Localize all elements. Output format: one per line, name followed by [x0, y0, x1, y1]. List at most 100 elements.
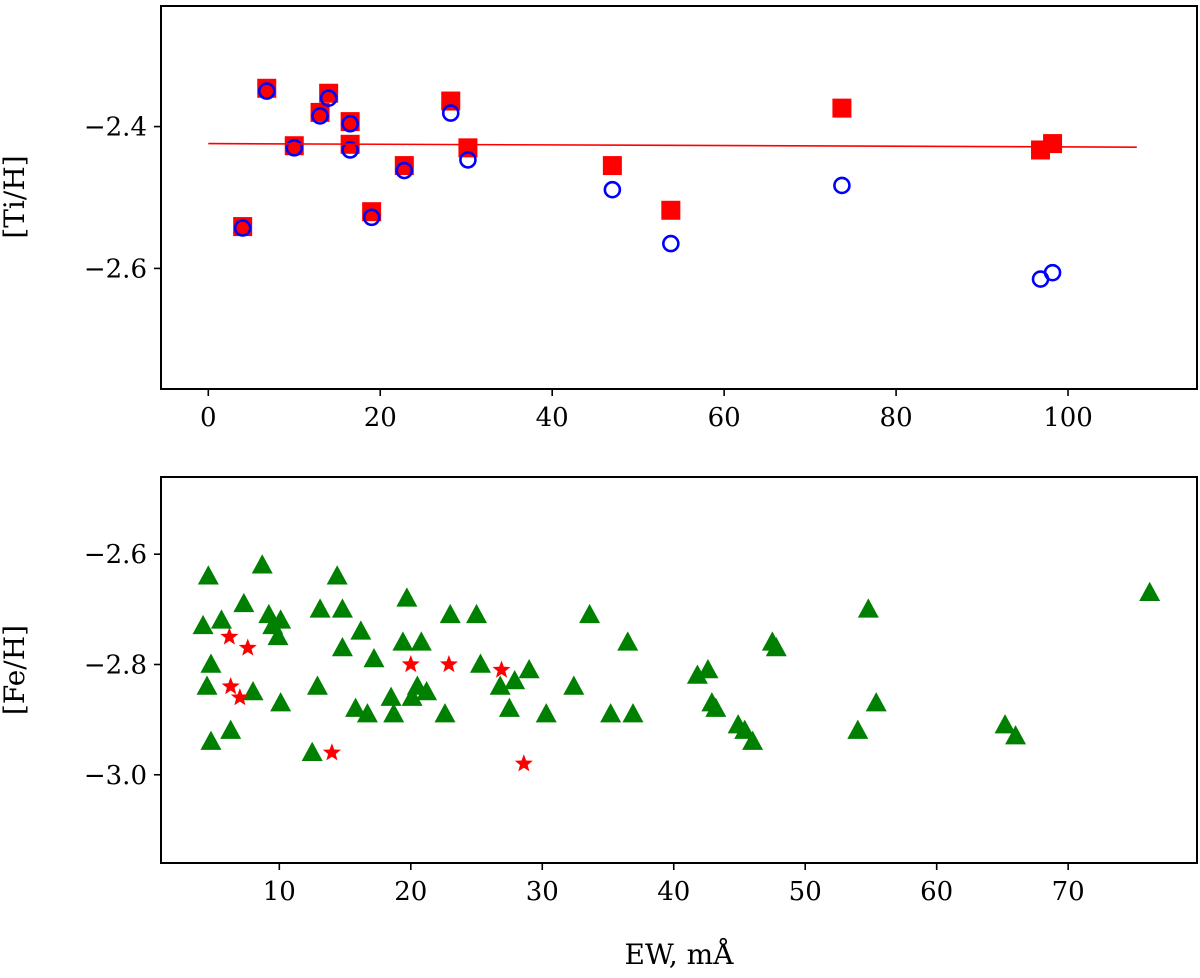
fe-h-triangle-point — [392, 631, 414, 651]
ti-h-ylabel: [Ti/H] — [0, 155, 31, 238]
fe-h-triangle-point — [309, 598, 331, 618]
fe-h-star-point — [439, 654, 458, 673]
fe-h-triangle-point — [994, 714, 1016, 734]
ti-h-circle-point — [362, 208, 381, 227]
fe-h-triangle-point — [301, 741, 323, 761]
fe-h-triangle-point — [331, 598, 353, 618]
fe-h-triangle-point — [765, 636, 787, 657]
ti-h-circle-point — [311, 107, 329, 125]
fe-h-triangle-point — [498, 697, 520, 717]
ti-h-circle-point — [603, 180, 622, 199]
fe-h-xtick-label: 20 — [394, 877, 427, 907]
fe-h-ytick-label: −2.6 — [84, 540, 147, 570]
ti-h-square-point — [310, 102, 330, 122]
fe-h-triangle-point — [504, 670, 526, 690]
ti-h-square-point — [661, 200, 681, 220]
fe-h-xtick-label: 40 — [657, 877, 690, 907]
fe-h-ytick-label: −2.8 — [84, 650, 147, 680]
ti-h-circle-point — [341, 114, 359, 133]
fe-h-triangle-point — [857, 598, 879, 618]
fe-h-triangle-point — [579, 603, 601, 624]
fe-h-triangle-point — [396, 587, 418, 607]
fe-h-triangle-point — [865, 692, 887, 712]
ti-h-square-point — [602, 156, 622, 176]
fe-h-triangle-point — [1139, 581, 1161, 602]
fe-h-triangle-point — [686, 664, 708, 684]
fe-h-star-point — [514, 754, 533, 772]
ti-h-xtick-label: 80 — [880, 403, 913, 433]
fe-h-triangle-point — [200, 653, 222, 673]
ti-h-circle-point — [662, 234, 680, 253]
ti-h-circle-point — [285, 139, 304, 157]
fe-h-triangle-point — [617, 631, 639, 651]
fe-h-triangle-point — [220, 719, 242, 739]
fe-h-triangle-point — [380, 686, 402, 706]
fe-h-star-point — [238, 638, 257, 656]
ti-h-xtick-label: 100 — [1043, 403, 1093, 433]
fe-h-triangle-point — [196, 675, 218, 695]
fe-h-triangle-point — [416, 681, 438, 701]
ew-xlabel: EW, mÅ — [625, 938, 735, 971]
fe-h-panel: 10 20 30 40 50 60 70 −2.6 −2.8 −3.0 [Fe/H] EW, mÅ — [0, 476, 1198, 971]
fe-h-xtick-label: 70 — [1052, 877, 1085, 907]
fe-h-ytick-label: −3.0 — [84, 761, 147, 791]
fe-h-triangle-point — [233, 592, 255, 613]
fe-h-triangle-point — [1005, 725, 1027, 745]
fe-h-triangle-point — [469, 653, 491, 673]
fe-h-triangle-point — [489, 675, 511, 695]
fe-h-triangle-point — [200, 730, 222, 750]
fe-h-triangle-point — [697, 659, 719, 679]
fe-h-triangle-point — [350, 620, 372, 640]
ti-h-circle-point — [833, 176, 851, 195]
ti-h-xtick-label: 0 — [200, 403, 217, 433]
ti-h-square-point — [319, 83, 339, 103]
fe-h-triangle-point — [192, 614, 214, 635]
fe-h-xtick-label: 60 — [920, 877, 953, 907]
fe-h-triangle-point — [331, 636, 353, 657]
fe-h-triangle-point — [210, 609, 232, 629]
fe-h-triangle-point — [356, 703, 378, 723]
fe-h-triangle-point — [600, 703, 622, 723]
fe-h-ylabel: [Fe/H] — [0, 625, 31, 715]
fe-h-star-point — [220, 627, 239, 645]
ti-h-circle-point — [1043, 263, 1062, 282]
fe-h-triangle-point — [705, 697, 727, 717]
fe-h-triangle-point — [410, 631, 432, 651]
fe-h-triangle-point — [563, 675, 585, 695]
fe-h-triangle-point — [466, 603, 488, 624]
ti-h-xtick-label: 60 — [708, 403, 741, 433]
fe-h-star-point — [401, 654, 420, 673]
ti-h-panel: 0 20 40 60 80 100 −2.4 −2.6 [Ti/H] — [0, 5, 1198, 433]
fe-h-triangle-point — [622, 703, 644, 723]
fe-h-triangle-point — [306, 675, 328, 695]
fe-h-triangle-point — [847, 719, 869, 739]
fe-h-triangle-point — [242, 681, 264, 701]
fe-h-triangle-point — [518, 659, 540, 679]
ti-h-circle-point — [257, 82, 276, 100]
fe-h-triangle-point — [363, 647, 385, 668]
fe-h-plot-frame — [160, 476, 1198, 864]
ti-h-square-point — [257, 78, 277, 98]
fe-h-triangle-point — [535, 703, 557, 723]
ti-h-fit-line — [208, 142, 1137, 148]
fe-h-triangle-point — [345, 697, 367, 717]
ti-h-square-point — [362, 202, 382, 222]
ti-h-circle-point — [395, 161, 414, 180]
ti-h-circle-point — [319, 89, 338, 108]
ti-h-square-point — [832, 98, 852, 118]
ti-h-ytick-label: −2.4 — [84, 113, 147, 143]
fe-h-triangle-point — [267, 625, 289, 646]
fe-h-star-point — [322, 743, 341, 761]
fe-h-star-point — [221, 677, 240, 695]
fe-h-triangle-point — [742, 730, 764, 750]
fe-h-star-point — [230, 688, 249, 706]
fe-h-triangle-point — [197, 565, 219, 585]
fe-h-xtick-label: 50 — [789, 877, 822, 907]
ti-h-xtick-label: 20 — [364, 403, 397, 433]
fe-h-star-point — [492, 660, 511, 678]
fe-h-triangle-point — [270, 609, 292, 629]
ti-h-ytick-label: −2.6 — [84, 254, 147, 284]
fe-h-triangle-point — [270, 692, 292, 712]
fe-h-triangle-point — [326, 565, 348, 585]
